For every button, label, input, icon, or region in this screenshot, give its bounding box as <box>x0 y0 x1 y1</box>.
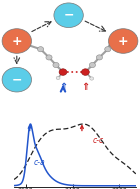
Circle shape <box>89 62 95 68</box>
Text: −: − <box>63 9 74 22</box>
Text: ⇑: ⇑ <box>81 82 89 92</box>
Circle shape <box>81 69 89 75</box>
Circle shape <box>2 67 32 92</box>
Circle shape <box>2 29 32 53</box>
Text: c-a: c-a <box>33 158 45 167</box>
Circle shape <box>38 47 44 52</box>
Text: +: + <box>11 35 22 47</box>
Circle shape <box>90 77 94 80</box>
Circle shape <box>108 29 138 53</box>
Circle shape <box>53 62 59 68</box>
Text: −: − <box>11 73 22 86</box>
Circle shape <box>105 47 111 52</box>
Circle shape <box>56 76 60 80</box>
Circle shape <box>46 55 52 60</box>
Text: ⇑: ⇑ <box>59 82 67 92</box>
Circle shape <box>54 3 83 28</box>
Text: +: + <box>118 35 129 47</box>
Text: c-c: c-c <box>93 136 104 146</box>
Circle shape <box>96 55 102 60</box>
Circle shape <box>59 69 67 75</box>
